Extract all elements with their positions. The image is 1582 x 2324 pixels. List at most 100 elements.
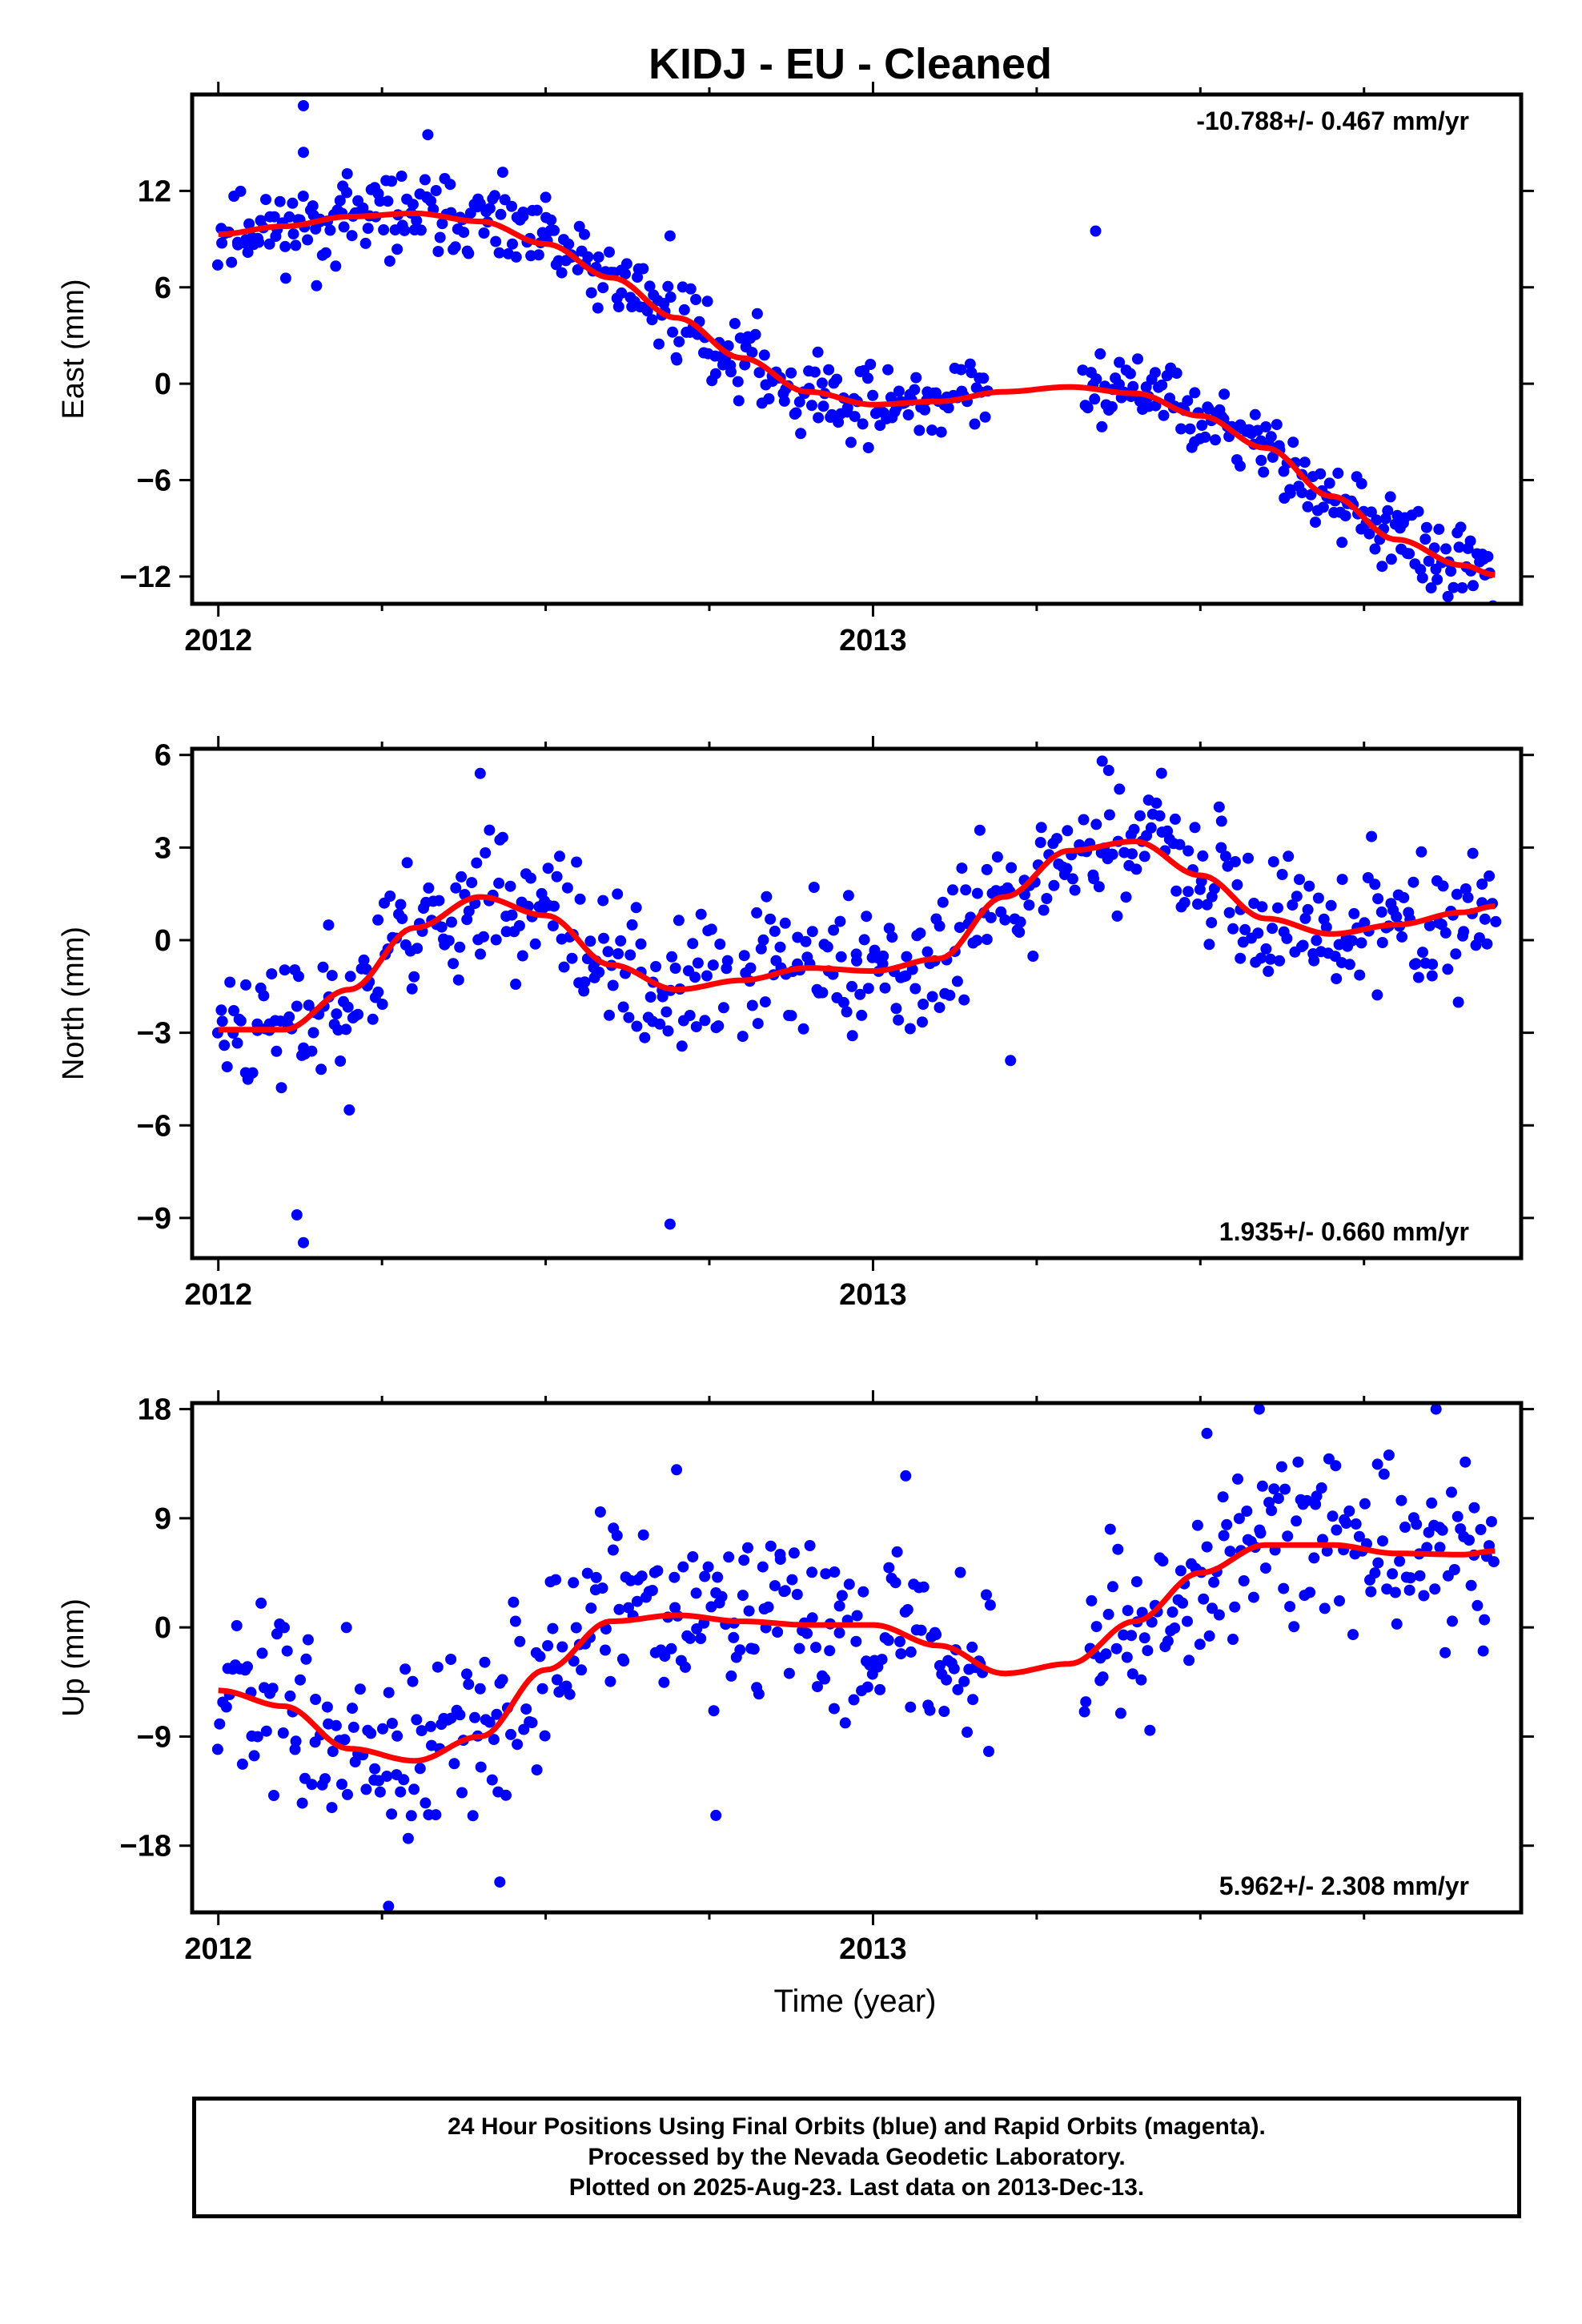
data-point xyxy=(531,1764,543,1776)
data-point xyxy=(571,856,583,868)
data-point xyxy=(1145,822,1157,834)
data-point xyxy=(757,934,769,946)
data-point xyxy=(1078,1706,1090,1718)
data-point xyxy=(568,1577,580,1589)
data-point xyxy=(673,336,685,348)
data-point xyxy=(279,272,291,284)
data-point xyxy=(1124,368,1136,380)
data-point xyxy=(913,424,926,436)
data-point xyxy=(1472,1599,1484,1611)
data-point xyxy=(1437,880,1449,892)
data-point xyxy=(484,1716,496,1728)
data-point xyxy=(644,991,656,1003)
y-tick-label: −3 xyxy=(137,1017,171,1051)
data-point xyxy=(526,1717,538,1729)
data-point xyxy=(828,924,840,936)
data-point xyxy=(279,1622,290,1634)
data-point xyxy=(513,920,525,931)
data-point xyxy=(659,1651,671,1663)
data-point xyxy=(1452,1510,1464,1522)
data-point xyxy=(695,908,707,920)
data-point xyxy=(1061,862,1073,875)
data-point xyxy=(1317,501,1329,513)
data-point xyxy=(1346,935,1358,947)
data-point xyxy=(1182,395,1194,407)
data-point xyxy=(1369,543,1381,555)
data-point xyxy=(1090,1621,1102,1633)
data-point xyxy=(639,1031,651,1043)
data-point xyxy=(1272,902,1283,914)
data-point xyxy=(1238,1575,1250,1586)
data-point xyxy=(1112,1543,1124,1555)
east-panel: 2012 2013 −12 −6 0 6 12 East (mm) -10.788+/- 0.4… xyxy=(57,82,1534,657)
data-point xyxy=(1106,848,1118,860)
data-point xyxy=(1412,505,1424,517)
data-point xyxy=(402,1832,414,1844)
data-point xyxy=(274,195,286,207)
data-point xyxy=(849,411,861,423)
data-point xyxy=(561,882,573,894)
data-point xyxy=(354,1683,366,1695)
data-point xyxy=(419,174,431,186)
data-point xyxy=(1132,353,1143,365)
data-point xyxy=(1448,1564,1460,1575)
data-point xyxy=(251,1731,263,1743)
data-point xyxy=(955,364,967,376)
data-point xyxy=(496,167,508,179)
data-point xyxy=(303,999,315,1011)
data-point xyxy=(1224,1546,1236,1558)
data-point xyxy=(484,203,496,215)
plot-frame xyxy=(190,92,1524,606)
data-point xyxy=(843,1578,855,1590)
data-point xyxy=(960,884,972,896)
data-point xyxy=(910,372,922,384)
data-point xyxy=(974,824,986,836)
data-point xyxy=(1395,1494,1407,1506)
data-point xyxy=(1229,1601,1241,1613)
outlier-point xyxy=(1253,1403,1265,1415)
data-point xyxy=(646,1585,658,1596)
data-point xyxy=(1126,1668,1138,1680)
data-point xyxy=(344,971,356,983)
data-point xyxy=(1479,913,1491,925)
data-point xyxy=(856,1009,868,1021)
data-point xyxy=(1271,419,1283,431)
data-point xyxy=(1110,1642,1122,1655)
data-point xyxy=(613,1603,625,1615)
data-point xyxy=(714,939,726,950)
data-point xyxy=(981,934,993,945)
data-point xyxy=(1106,1581,1118,1593)
data-point xyxy=(362,223,374,235)
data-point xyxy=(306,1779,318,1791)
data-point xyxy=(658,1676,670,1688)
data-point xyxy=(617,1001,629,1013)
data-point xyxy=(1336,874,1348,886)
data-point xyxy=(1378,1468,1390,1480)
data-point xyxy=(1096,420,1108,432)
data-point xyxy=(1174,838,1186,850)
data-point xyxy=(1359,1498,1371,1510)
data-point xyxy=(1330,1460,1342,1472)
data-point xyxy=(812,1681,823,1693)
data-point xyxy=(886,931,898,943)
y-tick-label: −6 xyxy=(137,464,171,498)
data-point xyxy=(1310,1498,1322,1510)
data-point xyxy=(1343,959,1355,971)
data-point xyxy=(808,882,820,893)
data-point xyxy=(491,1708,503,1720)
data-point xyxy=(1311,935,1323,947)
data-point xyxy=(817,400,829,412)
data-point xyxy=(475,1761,487,1773)
data-point xyxy=(211,259,223,271)
data-point xyxy=(568,1655,580,1667)
data-point xyxy=(1476,879,1488,890)
data-point xyxy=(848,1694,860,1706)
data-point xyxy=(289,1743,301,1755)
data-point xyxy=(448,1758,460,1770)
data-point xyxy=(1217,1491,1229,1503)
data-point xyxy=(463,1679,475,1691)
data-point xyxy=(496,831,508,843)
data-point xyxy=(725,366,737,378)
data-point xyxy=(909,983,921,995)
data-point xyxy=(581,1567,593,1579)
